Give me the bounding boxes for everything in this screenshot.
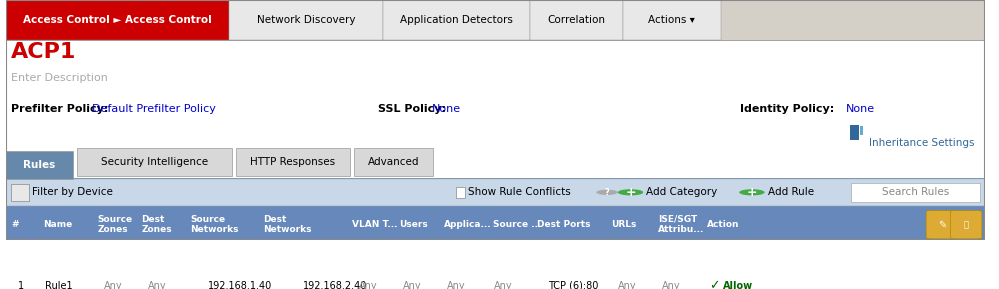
Text: Dest
Zones: Dest Zones: [141, 215, 172, 234]
FancyBboxPatch shape: [951, 210, 982, 239]
Circle shape: [596, 190, 617, 195]
Bar: [6, 0, 985, 40]
Text: Source ...: Source ...: [493, 220, 540, 229]
Text: Any: Any: [359, 281, 377, 289]
Text: +: +: [625, 186, 636, 199]
Text: Actions ▾: Actions ▾: [648, 15, 695, 25]
Text: Filter by Device: Filter by Device: [32, 187, 113, 197]
Text: ▾  Mandatory - ACP1 (1-1): ▾ Mandatory - ACP1 (1-1): [11, 250, 161, 260]
Text: Rule1: Rule1: [45, 281, 73, 289]
Text: URLs: URLs: [611, 220, 636, 229]
Bar: [383, 0, 529, 40]
Text: Any: Any: [403, 281, 422, 289]
Text: Show Rule Conflicts: Show Rule Conflicts: [469, 187, 570, 197]
Text: Enter Description: Enter Description: [11, 73, 108, 83]
Text: Prefilter Policy:: Prefilter Policy:: [11, 104, 108, 114]
Text: Applica...: Applica...: [444, 220, 492, 229]
Circle shape: [739, 189, 764, 195]
Bar: [457, 187, 466, 198]
Text: ISE/SGT
Attribu...: ISE/SGT Attribu...: [658, 215, 704, 234]
Text: ✓: ✓: [709, 279, 719, 289]
Text: Add Category: Add Category: [646, 187, 717, 197]
Text: None: None: [846, 104, 875, 114]
Bar: [6, 179, 985, 206]
Bar: [11, 184, 29, 201]
Text: ACP1: ACP1: [11, 42, 76, 62]
Bar: [529, 0, 622, 40]
Bar: [532, 274, 545, 289]
Bar: [6, 206, 985, 243]
Text: Source
Networks: Source Networks: [190, 215, 239, 234]
Text: TCP (6):80: TCP (6):80: [548, 281, 598, 289]
Text: SSL Policy:: SSL Policy:: [378, 104, 446, 114]
Text: ✎: ✎: [938, 220, 946, 230]
Bar: [6, 0, 229, 40]
Text: Add Rule: Add Rule: [767, 187, 814, 197]
Text: 192.168.2.40: 192.168.2.40: [303, 281, 367, 289]
Bar: [850, 125, 858, 140]
Bar: [851, 183, 980, 202]
Text: Any: Any: [447, 281, 466, 289]
Text: Security Intelligence: Security Intelligence: [101, 157, 208, 167]
Bar: [285, 274, 300, 289]
Text: ?: ?: [604, 188, 609, 197]
Text: Action: Action: [707, 220, 739, 229]
Text: Search Rules: Search Rules: [882, 187, 949, 197]
FancyBboxPatch shape: [786, 272, 813, 289]
Text: Allow: Allow: [722, 281, 752, 289]
Text: Correlation: Correlation: [547, 15, 605, 25]
Bar: [190, 274, 205, 289]
Text: None: None: [432, 104, 461, 114]
Text: +: +: [746, 186, 757, 199]
Bar: [6, 267, 985, 289]
Text: Dest Ports: Dest Ports: [536, 220, 590, 229]
Text: Any: Any: [494, 281, 512, 289]
Text: HTTP Responses: HTTP Responses: [251, 157, 336, 167]
Text: Any: Any: [104, 281, 123, 289]
Bar: [859, 126, 863, 136]
Text: 🔒: 🔒: [964, 220, 969, 229]
Text: Identity Policy:: Identity Policy:: [740, 104, 834, 114]
Text: VLAN T...: VLAN T...: [352, 220, 398, 229]
Bar: [236, 148, 350, 176]
Text: Any: Any: [617, 281, 636, 289]
Text: Default Prefilter Policy: Default Prefilter Policy: [92, 104, 216, 114]
Text: Source
Zones: Source Zones: [97, 215, 132, 234]
Text: Inheritance Settings: Inheritance Settings: [869, 138, 975, 148]
Bar: [622, 0, 720, 40]
Bar: [229, 0, 383, 40]
FancyBboxPatch shape: [926, 210, 957, 239]
Bar: [6, 243, 985, 267]
Circle shape: [617, 189, 643, 195]
Text: 192.168.1.40: 192.168.1.40: [208, 281, 272, 289]
Text: Rules: Rules: [23, 160, 56, 170]
Text: Name: Name: [43, 220, 73, 229]
FancyBboxPatch shape: [811, 272, 839, 289]
Text: #: #: [11, 220, 19, 229]
Text: Any: Any: [148, 281, 167, 289]
Text: Access Control ► Access Control: Access Control ► Access Control: [23, 15, 212, 25]
Text: Network Discovery: Network Discovery: [257, 15, 356, 25]
Text: Any: Any: [662, 281, 680, 289]
Bar: [6, 151, 73, 179]
Text: Dest
Networks: Dest Networks: [264, 215, 312, 234]
Text: Users: Users: [400, 220, 429, 229]
Text: 1: 1: [18, 281, 24, 289]
Text: Application Detectors: Application Detectors: [400, 15, 512, 25]
Text: Advanced: Advanced: [368, 157, 419, 167]
Bar: [354, 148, 433, 176]
Bar: [77, 148, 232, 176]
